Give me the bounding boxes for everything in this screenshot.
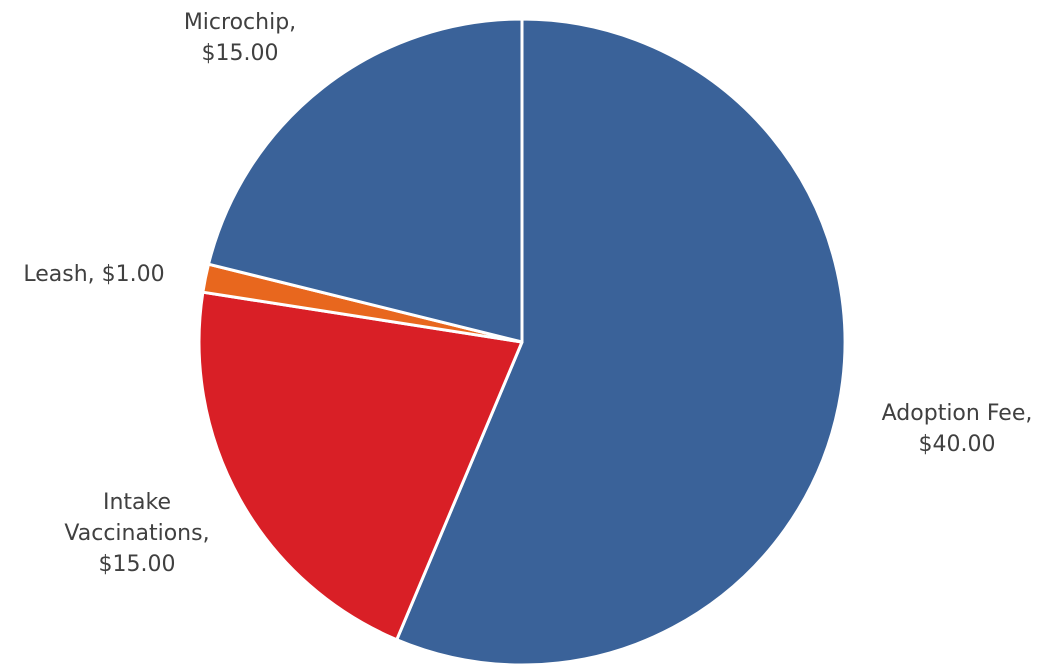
data-label-leash: Leash, $1.00	[23, 262, 164, 287]
data-label-line: Microchip,	[184, 10, 296, 35]
data-label-line: Leash, $1.00	[23, 262, 164, 287]
data-label-line: Vaccinations,	[64, 521, 209, 546]
data-label-adoption-fee: Adoption Fee, $40.00	[882, 401, 1033, 457]
data-label-line: $40.00	[919, 432, 996, 457]
pie-slice-microchip	[207, 17, 524, 344]
pie-data-labels: Adoption Fee, $40.00 Intake Vaccinations, $1…	[23, 10, 1032, 577]
data-label-line: Adoption Fee,	[882, 401, 1033, 426]
data-label-line: Intake	[103, 490, 171, 515]
pie-slice-intake-vaccinations	[197, 290, 524, 642]
data-label-line: $15.00	[202, 41, 279, 66]
pie-slice-adoption-fee	[395, 17, 847, 667]
pie-slices	[197, 17, 847, 667]
data-label-line: $15.00	[99, 552, 176, 577]
data-label-intake-vaccinations: Intake Vaccinations, $15.00	[64, 490, 209, 577]
data-label-microchip: Microchip, $15.00	[184, 10, 296, 66]
